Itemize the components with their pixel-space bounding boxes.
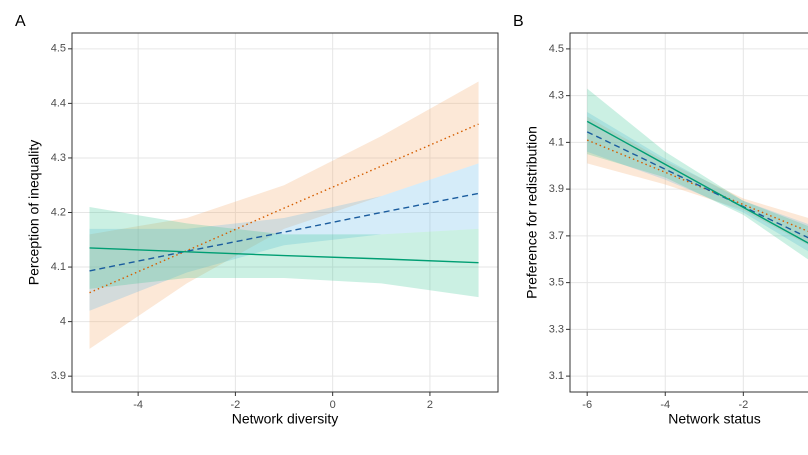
panel-label: B [513, 13, 524, 30]
y-tick-label: 4.3 [51, 152, 66, 164]
y-tick-label: 3.1 [549, 370, 564, 382]
plot-frame [71, 32, 499, 393]
x-tick-label: -6 [582, 399, 592, 411]
trend-line [586, 131, 808, 239]
y-tick-label: 3.9 [549, 183, 564, 195]
y-tick-label: 4.5 [549, 43, 564, 55]
trend-line [586, 120, 808, 244]
confidence-band [587, 88, 808, 260]
y-tick-label: 3.3 [549, 323, 564, 335]
trend-line [89, 123, 479, 294]
x-axis-label: Network diversity [232, 411, 339, 427]
x-tick-label: -4 [660, 399, 670, 411]
trend-line [89, 247, 479, 264]
x-tick-label: 0 [330, 399, 336, 411]
y-tick-label: 4.4 [51, 97, 66, 109]
panel-label: A [15, 13, 26, 30]
y-axis-label: Perception of inequality [26, 140, 42, 286]
x-tick-label: -2 [738, 399, 748, 411]
y-tick-label: 4.2 [51, 206, 66, 218]
confidence-band [89, 163, 479, 311]
y-tick-label: 3.9 [51, 370, 66, 382]
x-tick-label: -2 [231, 399, 241, 411]
trend-line [89, 192, 479, 272]
y-tick-label: 4.3 [549, 90, 564, 102]
x-tick-label: -4 [133, 399, 143, 411]
y-tick-label: 4.1 [51, 261, 66, 273]
y-tick-label: 3.5 [549, 277, 564, 289]
confidence-band [89, 81, 479, 349]
y-axis-label: Preference for redistribution [524, 126, 540, 299]
x-tick-label: 2 [427, 399, 433, 411]
y-tick-label: 4.1 [549, 136, 564, 148]
confidence-band [89, 207, 479, 298]
y-tick-label: 3.7 [549, 230, 564, 242]
plot-frame [569, 32, 808, 393]
y-tick-label: 4 [60, 316, 66, 328]
x-axis-label: Network status [668, 411, 761, 427]
y-tick-label: 4.5 [51, 43, 66, 55]
